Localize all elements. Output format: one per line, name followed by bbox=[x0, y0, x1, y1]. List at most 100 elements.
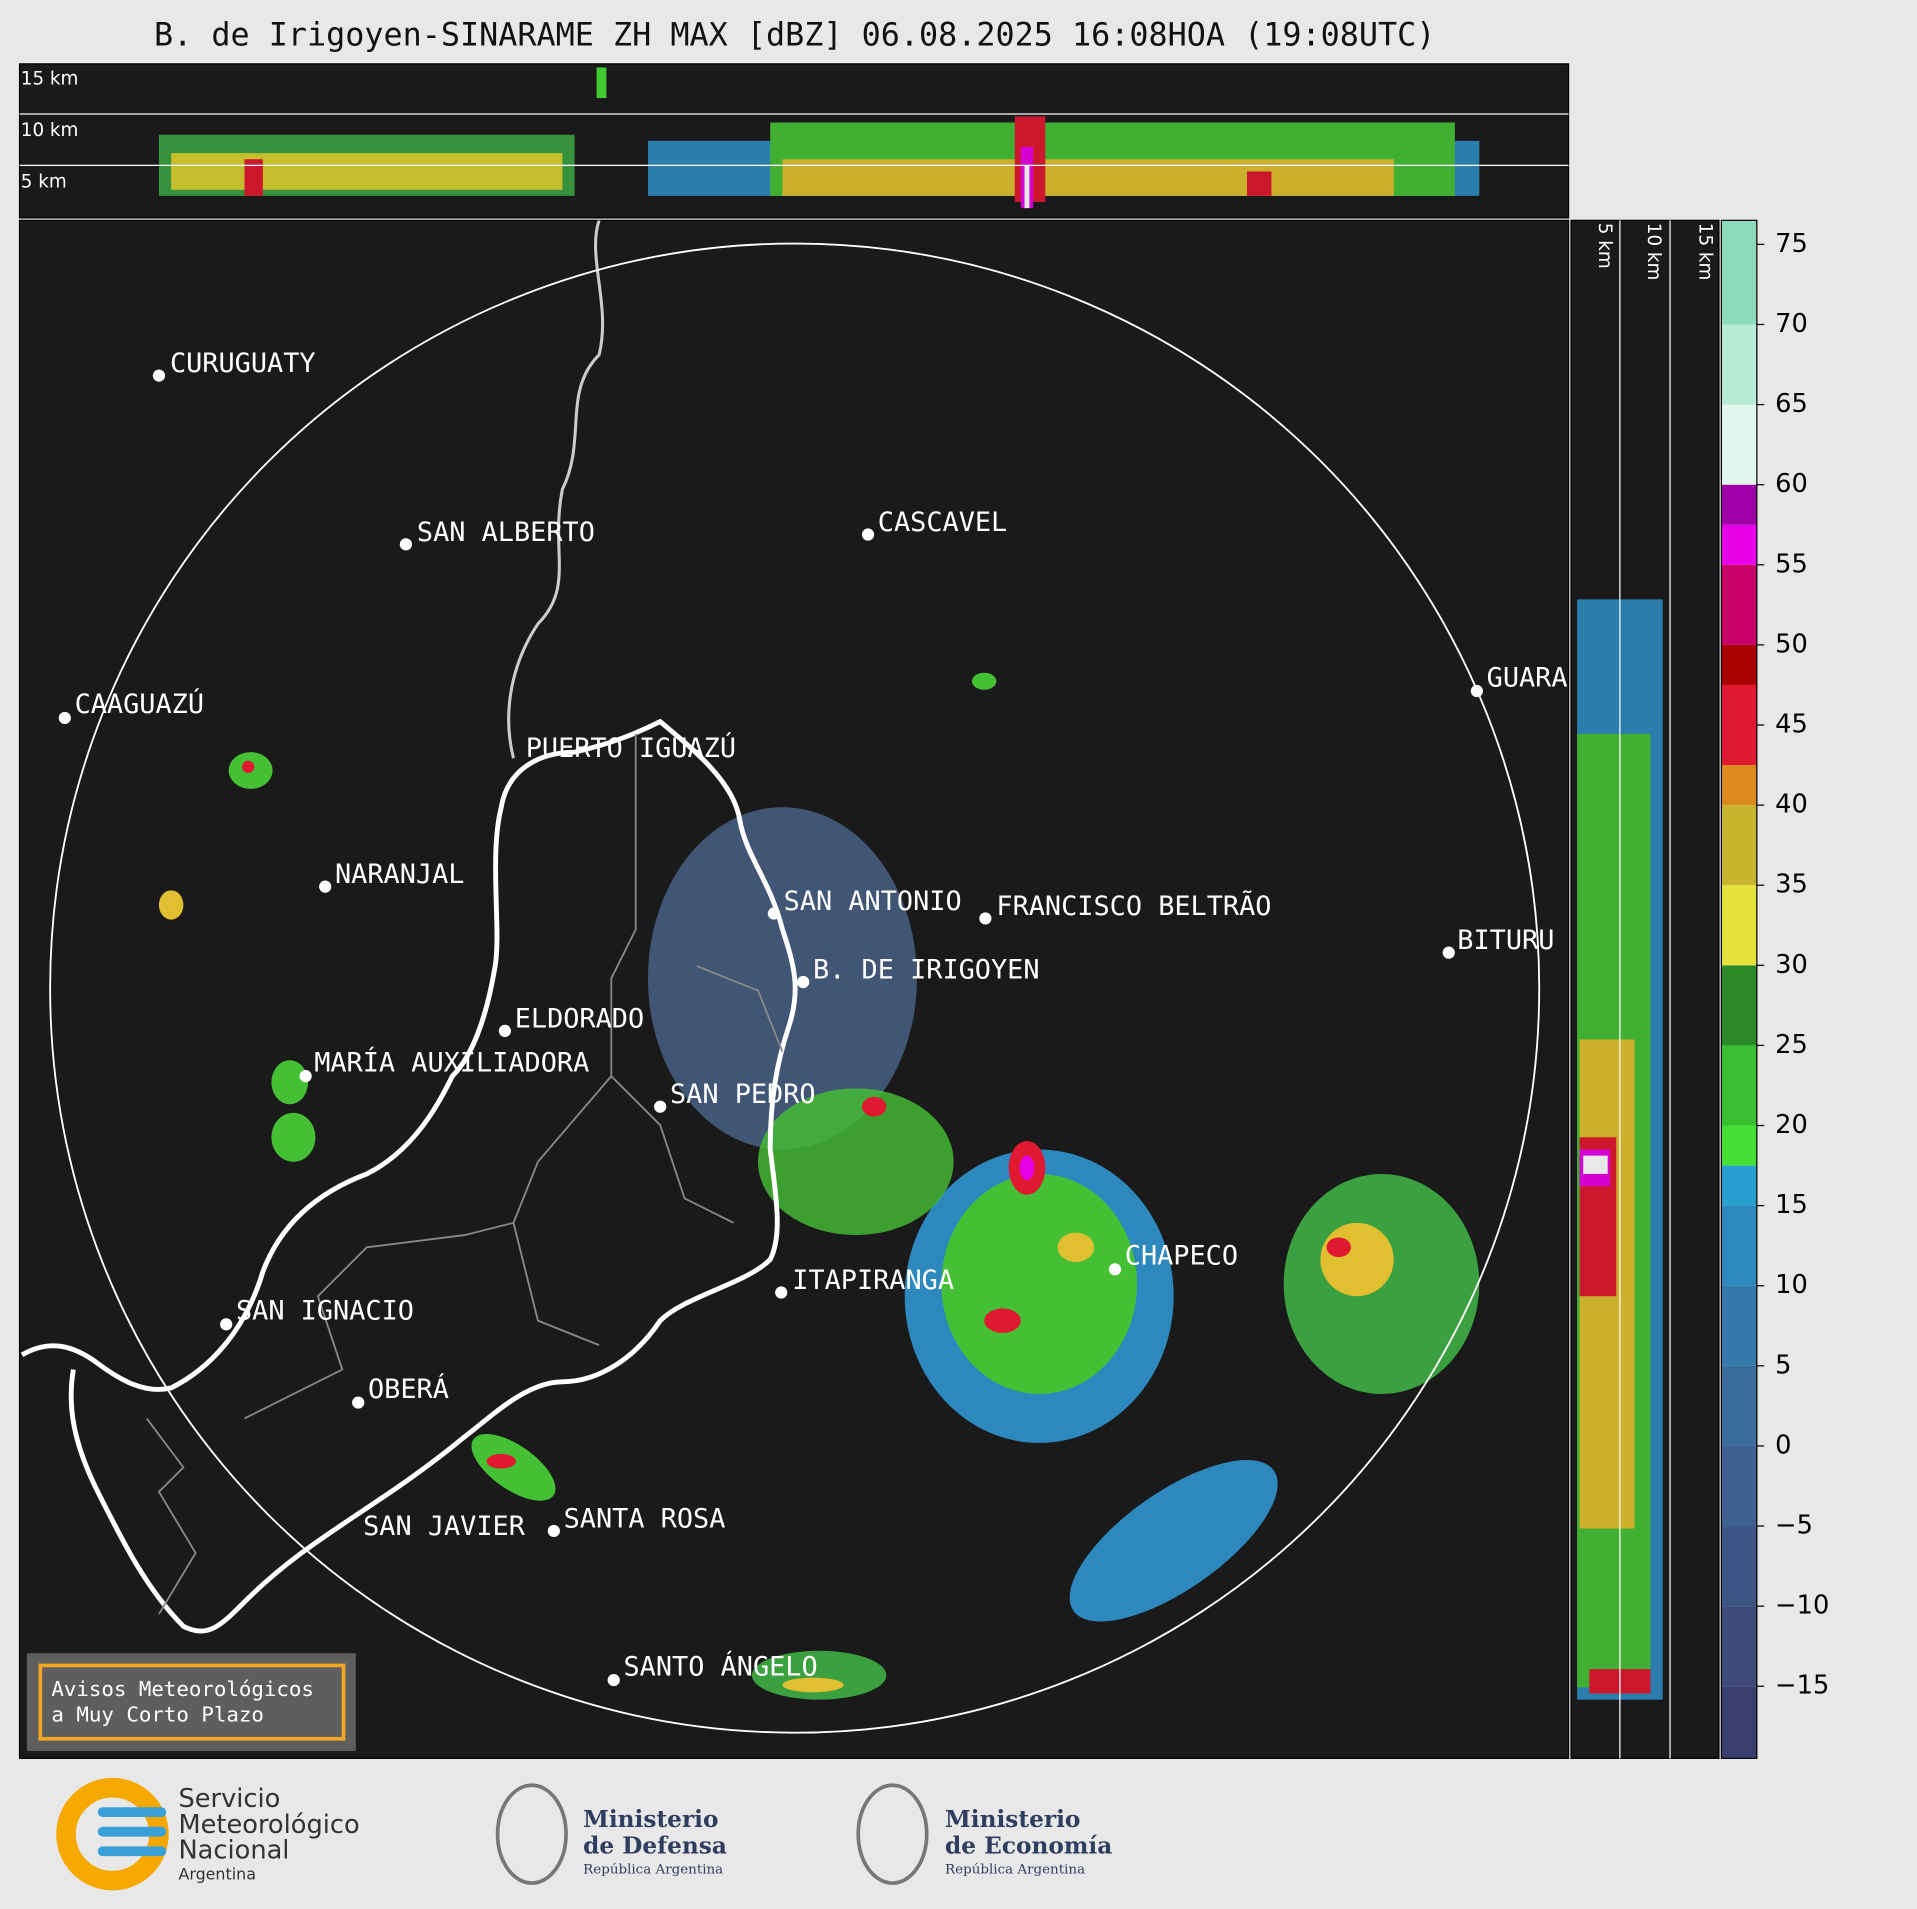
colorbar-tick-label: −5 bbox=[1775, 1511, 1813, 1541]
city-label: ITAPIRANGA bbox=[792, 1265, 954, 1296]
colorbar-frame bbox=[1720, 219, 1758, 1759]
city-label: SAN PEDRO bbox=[670, 1079, 816, 1110]
colorbar-bin bbox=[1721, 1445, 1757, 1527]
colorbar-bin bbox=[1721, 765, 1757, 806]
city-label: OBERÁ bbox=[368, 1373, 449, 1405]
colorbar-tick-label: −15 bbox=[1775, 1671, 1829, 1701]
colorbar-bin bbox=[1721, 885, 1757, 966]
colorbar-tick-label: 20 bbox=[1775, 1110, 1808, 1140]
city-label: ELDORADO bbox=[515, 1003, 644, 1034]
warning-box bbox=[26, 1653, 356, 1752]
colorbar-bin bbox=[1721, 1045, 1757, 1126]
logo-text: Servicio bbox=[178, 1784, 280, 1814]
city-dot bbox=[775, 1286, 788, 1299]
colorbar-bin bbox=[1721, 1365, 1757, 1446]
city-dot bbox=[797, 975, 810, 989]
colorbar-tick-label: 65 bbox=[1775, 389, 1808, 419]
border bbox=[20, 718, 798, 1634]
logo-text: República Argentina bbox=[583, 1862, 723, 1877]
logo-text: Ministerio bbox=[945, 1806, 1080, 1833]
height-label: 5 km bbox=[1594, 223, 1615, 269]
colorbar-bin bbox=[1721, 484, 1757, 525]
city-label: SANTA ROSA bbox=[564, 1503, 726, 1534]
height-label: 15 km bbox=[21, 69, 79, 90]
city-label: CASCAVEL bbox=[878, 507, 1007, 538]
city-label: CHAPECO bbox=[1125, 1241, 1238, 1272]
city-label: SANTO ÁNGELO bbox=[624, 1650, 818, 1682]
colorbar-bin bbox=[1721, 684, 1757, 766]
logo-text: República Argentina bbox=[945, 1862, 1085, 1877]
colorbar-tick-label: 60 bbox=[1775, 469, 1808, 499]
city-dot bbox=[399, 538, 413, 551]
city-dot bbox=[498, 1024, 512, 1038]
colorbar-bin bbox=[1721, 1125, 1757, 1166]
city-dot bbox=[1442, 946, 1455, 959]
city-dot bbox=[1470, 684, 1483, 698]
city-dot bbox=[319, 880, 332, 893]
city-dot bbox=[1108, 1263, 1122, 1276]
height-label: 10 km bbox=[1643, 223, 1664, 281]
logo-text: de Economía bbox=[945, 1833, 1112, 1860]
warning-text: Avisos Meteorológicos bbox=[51, 1677, 314, 1701]
colorbar-bin bbox=[1721, 1285, 1757, 1366]
colorbar-bin bbox=[1721, 805, 1757, 886]
colorbar-tick-label: 30 bbox=[1775, 950, 1808, 980]
colorbar-bin bbox=[1721, 1165, 1757, 1206]
city-label: SAN ANTONIO bbox=[784, 886, 962, 917]
logo-economia: Ministerio de Economía República Argenti… bbox=[856, 1783, 1112, 1885]
city-dot bbox=[979, 912, 992, 925]
echoes bbox=[158, 672, 1480, 1700]
title: B. de Irigoyen-SINARAME ZH MAX [dBZ] 06.… bbox=[154, 18, 1435, 54]
height-label: 5 km bbox=[21, 171, 67, 192]
colorbar-tick-label: −10 bbox=[1775, 1591, 1829, 1621]
colorbar-bin bbox=[1721, 644, 1757, 685]
colorbar-tick-label: 50 bbox=[1775, 629, 1808, 659]
colorbar-bin bbox=[1721, 564, 1757, 645]
colorbar-bin bbox=[1721, 1205, 1757, 1286]
city-label: MARÍA AUXILIADORA bbox=[314, 1046, 589, 1078]
city-dot bbox=[547, 1524, 560, 1538]
top-echoes bbox=[158, 67, 1480, 209]
colorbar-tick-label: 15 bbox=[1775, 1190, 1808, 1220]
colorbar-bin bbox=[1721, 524, 1757, 565]
city-dot bbox=[152, 369, 166, 382]
city-dot bbox=[220, 1318, 233, 1331]
city-dot bbox=[861, 528, 875, 541]
colorbar-tick-label: 70 bbox=[1775, 309, 1808, 339]
city-label: SAN IGNACIO bbox=[236, 1296, 414, 1327]
city-label: CAAGUAZÚ bbox=[75, 688, 204, 720]
boundary bbox=[145, 733, 784, 1615]
city-label: BITURU bbox=[1457, 925, 1554, 956]
warning-border[interactable] bbox=[38, 1663, 346, 1741]
city-label: CURUGUATY bbox=[170, 348, 316, 379]
height-label: 10 km bbox=[21, 120, 79, 141]
colorbar-tick-label: 40 bbox=[1775, 790, 1808, 820]
range-ring bbox=[49, 242, 1541, 1734]
logo-text: Ministerio bbox=[583, 1806, 718, 1833]
logo-text: Meteorológico bbox=[178, 1810, 359, 1840]
colorbar-bin bbox=[1721, 1686, 1757, 1759]
city-dot bbox=[352, 1396, 365, 1409]
city-label: SAN ALBERTO bbox=[417, 517, 595, 548]
colorbar-tick-label: 75 bbox=[1775, 229, 1808, 259]
colorbar-tick-label: 35 bbox=[1775, 870, 1808, 900]
city-label: GUARA bbox=[1487, 662, 1568, 693]
border bbox=[507, 220, 605, 759]
height-label: 15 km bbox=[1694, 223, 1715, 281]
colorbar-tick-label: 0 bbox=[1775, 1430, 1791, 1460]
city-dot bbox=[58, 711, 71, 725]
colorbar-bin bbox=[1721, 1526, 1757, 1607]
city-label: PUERTO IGUAZÚ bbox=[526, 732, 736, 764]
city-label: SAN JAVIER bbox=[363, 1511, 526, 1542]
colorbar-tick-label: 45 bbox=[1775, 709, 1808, 739]
logo-text: de Defensa bbox=[583, 1833, 727, 1860]
city-dot bbox=[654, 1100, 667, 1113]
colorbar-tick-label: 25 bbox=[1775, 1030, 1808, 1060]
city-dot bbox=[607, 1673, 620, 1687]
logo-defensa: Ministerio de Defensa República Argentin… bbox=[495, 1783, 727, 1885]
logo-smn: Servicio Meteorológico Nacional Argentin… bbox=[56, 1777, 360, 1891]
warning-text: a Muy Corto Plazo bbox=[51, 1703, 264, 1727]
city-label: FRANCISCO BELTRÃO bbox=[996, 890, 1271, 922]
